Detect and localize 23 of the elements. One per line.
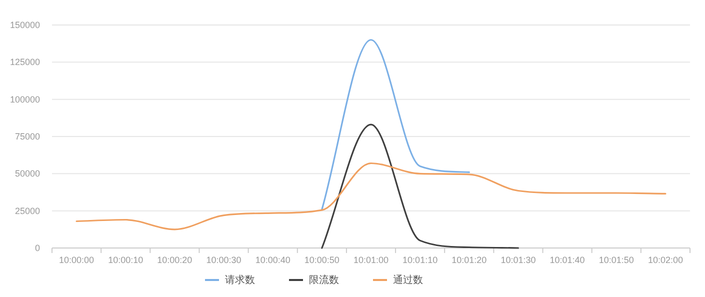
y-tick-label: 25000	[14, 206, 40, 216]
x-tick-label: 10:00:30	[206, 255, 242, 265]
x-tick-label: 10:02:00	[648, 255, 683, 265]
legend-label: 通过数	[393, 274, 423, 286]
y-tick-label: 0	[34, 243, 40, 253]
legend-label: 请求数	[225, 274, 255, 286]
x-tick-label: 10:01:00	[353, 255, 389, 265]
y-tick-label: 75000	[14, 132, 40, 142]
x-tick-label: 10:01:10	[402, 255, 438, 265]
y-tick-label: 125000	[10, 57, 40, 68]
y-tick-label: 50000	[14, 168, 40, 179]
y-tick-label: 100000	[10, 94, 40, 104]
x-tick-label: 10:00:40	[255, 255, 290, 265]
x-tick-label: 10:00:00	[59, 255, 94, 265]
legend-label: 限流数	[309, 274, 339, 286]
x-tick-label: 10:01:40	[550, 255, 585, 265]
x-tick-label: 10:01:50	[598, 255, 634, 265]
y-tick-label: 150000	[10, 20, 40, 30]
x-tick-label: 10:01:30	[500, 255, 536, 265]
x-tick-label: 10:01:20	[452, 255, 487, 265]
x-tick-label: 10:00:50	[304, 255, 340, 265]
x-tick-label: 10:00:10	[108, 255, 144, 265]
x-tick-label: 10:00:20	[157, 255, 192, 265]
